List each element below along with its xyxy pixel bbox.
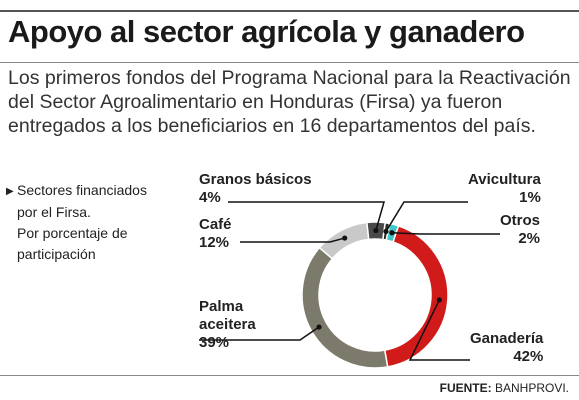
label-granos-name: Granos básicos: [199, 171, 312, 188]
label-otros: Otros 2%: [500, 212, 540, 248]
leader-dot-otros: [389, 230, 395, 236]
caption-line-3: Por porcentaje de: [17, 225, 128, 241]
source-name: BANHPROVI.: [494, 381, 569, 395]
label-ganaderia-name: Ganadería: [470, 330, 544, 347]
label-avicultura-name: Avicultura: [468, 171, 541, 188]
source-label: FUENTE:: [439, 381, 492, 395]
leader-palma: [199, 326, 320, 341]
slice-palma-aceitera: [301, 246, 389, 369]
caption-line-2: por el Firsa.: [17, 204, 91, 220]
label-palma: Palma aceitera 39%: [199, 298, 256, 352]
caption-line-1: ▶ Sectores financiados: [6, 180, 176, 202]
label-otros-value: 2%: [518, 230, 541, 247]
label-avicultura: Avicultura 1%: [468, 171, 541, 207]
label-cafe-value: 12%: [199, 234, 230, 251]
label-cafe-name: Café: [199, 216, 232, 233]
leader-cafe: [240, 237, 345, 243]
label-granos: Granos básicos 4%: [199, 171, 312, 207]
leader-dot-ganaderia: [436, 297, 442, 303]
title-divider: [0, 62, 579, 63]
leader-avicultura: [385, 201, 468, 232]
triangle-bullet-icon: ▶: [6, 186, 14, 197]
leader-dot-granos: [373, 227, 379, 234]
slice-cafe: [318, 221, 370, 260]
label-avicultura-value: 1%: [519, 189, 541, 206]
leader-granos: [228, 201, 385, 231]
page-title: Apoyo al sector agrícola y ganadero: [8, 14, 525, 49]
label-cafe: Café 12%: [199, 216, 232, 252]
label-palma-name-1: Palma: [199, 298, 244, 315]
leader-dot-palma: [316, 324, 322, 330]
leader-lines: [199, 201, 500, 361]
caption-line-4: participación: [17, 246, 96, 262]
leader-ganaderia: [408, 299, 470, 361]
label-ganaderia-value: 42%: [513, 348, 544, 365]
label-ganaderia: Ganadería 42%: [470, 330, 543, 366]
bottom-rule: [0, 375, 579, 376]
donut-slices: [301, 221, 449, 369]
leader-otros: [391, 232, 500, 235]
label-otros-name: Otros: [500, 212, 541, 229]
leader-dot-cafe: [342, 235, 348, 241]
label-palma-value: 39%: [199, 334, 230, 351]
label-palma-name-2: aceitera: [199, 316, 256, 333]
label-granos-value: 4%: [199, 189, 221, 206]
chart-caption: ▶ Sectores financiados por el Firsa. Por …: [6, 180, 176, 265]
caption-text-1: Sectores financiados: [17, 182, 147, 198]
source-footer: FUENTE: BANHPROVI.: [440, 381, 569, 395]
leader-dot-avicultura: [383, 228, 389, 235]
intro-text: Los primeros fondos del Programa Naciona…: [8, 67, 571, 137]
top-rule: [0, 10, 579, 12]
